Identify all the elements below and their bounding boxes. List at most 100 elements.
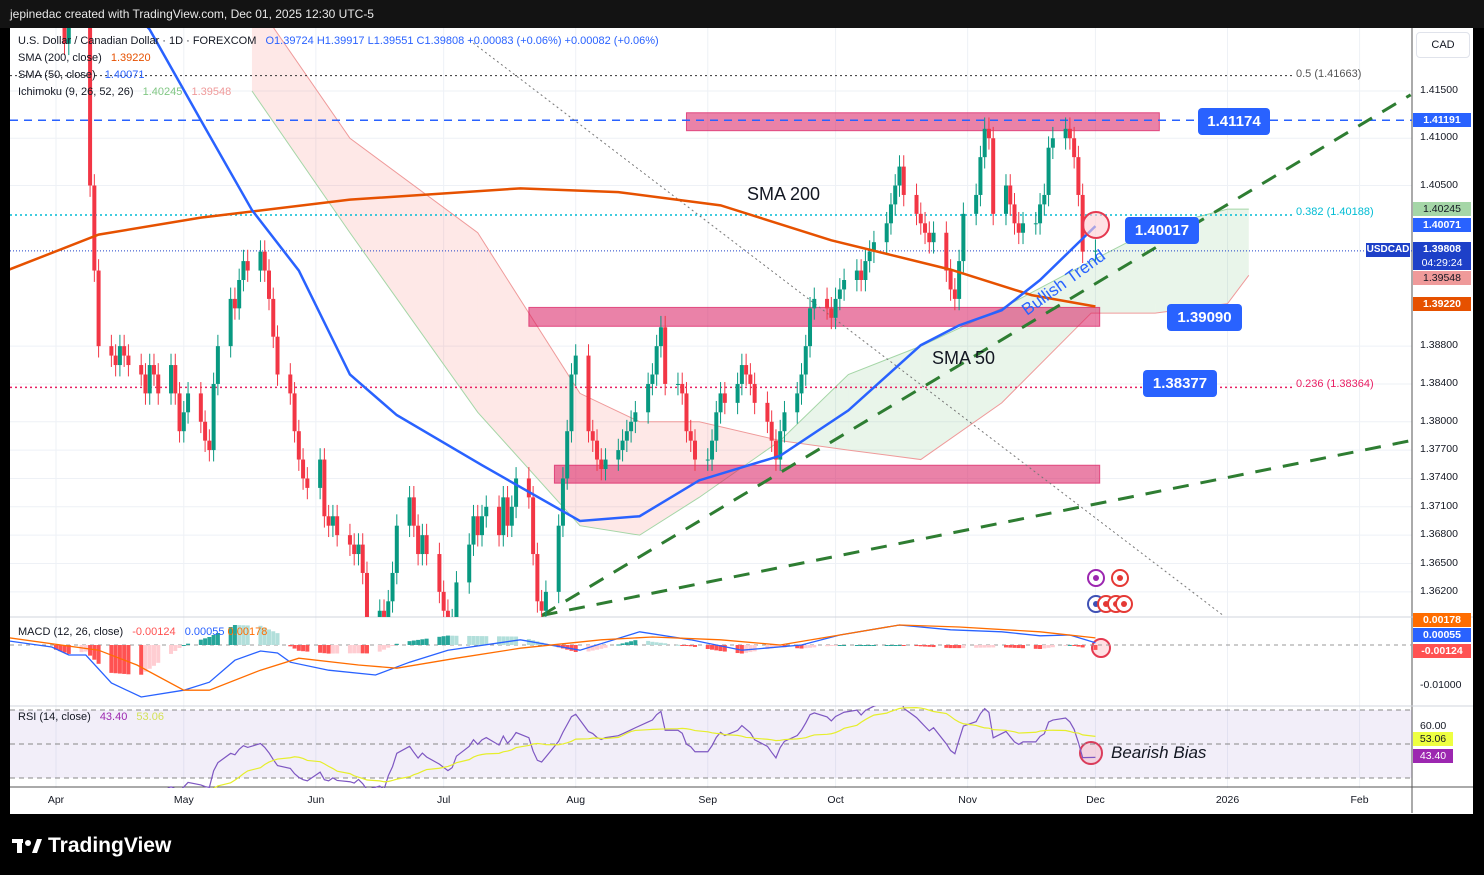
candle-body: [556, 525, 561, 592]
macd-histogram-bar: [799, 645, 804, 649]
candle-body: [173, 365, 178, 394]
candle: [267, 259, 271, 311]
candle: [262, 240, 267, 282]
macd-histogram-bar: [241, 625, 246, 645]
fib-label-0.236: 0.236 (1.38364): [1296, 378, 1374, 390]
candle: [1063, 117, 1068, 150]
level-box-1[interactable]: 1.41174: [1198, 108, 1270, 135]
price-tick: 1.38400: [1420, 376, 1458, 389]
candle-body: [1021, 223, 1026, 233]
candle: [360, 533, 365, 585]
highlight-circle: [1079, 741, 1103, 765]
candle: [978, 145, 983, 207]
candle: [1042, 183, 1047, 216]
candle: [923, 211, 928, 245]
candle: [117, 334, 122, 377]
candle: [390, 561, 395, 613]
candle: [445, 599, 450, 617]
macd-histogram-bar: [501, 636, 506, 645]
credit-bar: jepinedac created with TradingView.com, …: [0, 0, 1484, 28]
last-price: 1.39808: [1423, 243, 1461, 255]
candle: [526, 467, 531, 509]
legend-rsi[interactable]: RSI (14, close) 43.40 53.06: [18, 711, 164, 723]
macd-histogram-bar: [991, 645, 996, 648]
level-box-2[interactable]: 1.40017: [1125, 217, 1199, 244]
candle: [441, 580, 446, 617]
candle-body: [1093, 250, 1098, 252]
lightning-event-icon[interactable]: [1087, 569, 1105, 587]
ichimoku-cloud-segment: [920, 308, 1002, 460]
candle-body: [914, 194, 919, 214]
candle-body: [663, 327, 668, 384]
candle: [927, 221, 932, 254]
candle: [808, 297, 813, 358]
candle: [688, 419, 693, 452]
macd-tick: -0.01000: [1420, 679, 1462, 691]
candle: [84, 0, 88, 17]
macd-histogram-bar: [795, 645, 800, 649]
macd-histogram-bar: [475, 636, 480, 645]
macd-histogram-bar: [420, 639, 425, 645]
legend-ichimoku[interactable]: Ichimoku (9, 26, 52, 26) 1.40245 1.39548: [18, 86, 231, 98]
sma200-line: [10, 187, 1096, 308]
level-box-3[interactable]: 1.39090: [1167, 304, 1242, 331]
candle-body: [454, 582, 459, 617]
candle: [748, 363, 753, 396]
tradingview-logo[interactable]: TradingView: [12, 834, 171, 858]
canada-flag-event-icon[interactable]: [1111, 569, 1129, 587]
axis-label-rsi: 43.40: [1413, 749, 1453, 763]
candle: [974, 183, 979, 226]
candle-body: [475, 516, 480, 536]
macd-pane: [10, 624, 1412, 698]
candle: [658, 315, 663, 358]
candle: [109, 334, 114, 367]
candle-body: [629, 421, 634, 432]
chart-panel[interactable]: [10, 28, 1473, 814]
candle: [893, 174, 898, 216]
candle-body: [718, 393, 723, 413]
candle-body: [803, 346, 808, 375]
candle-body: [322, 459, 327, 517]
candle: [296, 419, 301, 471]
event-dot: [1093, 575, 1099, 581]
candle-body: [705, 459, 710, 461]
candle-body: [382, 610, 387, 617]
macd-histogram-bar: [1003, 645, 1008, 648]
candle: [301, 448, 306, 490]
macd-histogram-bar: [1021, 645, 1026, 649]
macd-histogram-bar: [88, 645, 93, 656]
legend-sma50[interactable]: SMA (50, close) 1.40071: [18, 69, 144, 81]
candle-body: [808, 308, 813, 347]
macd-histogram-bar: [1008, 645, 1013, 648]
legend-sma200[interactable]: SMA (200, close) 1.39220: [18, 52, 151, 64]
candle: [232, 287, 237, 320]
macd-histogram-bar: [680, 645, 685, 646]
macd-histogram-bar: [92, 645, 97, 660]
candle: [957, 249, 962, 311]
tradingview-brand: TradingView: [48, 834, 172, 857]
macd-histogram-bar: [109, 645, 114, 673]
candle-body: [991, 138, 996, 214]
candle-body: [1016, 223, 1021, 233]
candle-body: [237, 280, 242, 309]
candle: [203, 410, 208, 452]
us-flag-event-icon[interactable]: [1115, 595, 1133, 613]
candle: [901, 155, 906, 207]
candle: [1012, 193, 1017, 235]
currency-button[interactable]: CAD: [1416, 32, 1470, 58]
candle: [624, 419, 629, 452]
candle: [897, 155, 902, 197]
candle: [1050, 126, 1055, 160]
candle-body: [714, 412, 719, 441]
candle: [237, 268, 242, 320]
level-box-4[interactable]: 1.38377: [1143, 370, 1217, 397]
macd-histogram-bar: [837, 645, 842, 646]
candle: [1072, 126, 1077, 169]
candle-body: [952, 289, 957, 299]
macd-histogram-bar: [347, 645, 352, 654]
candle-body: [203, 421, 208, 441]
legend-macd[interactable]: MACD (12, 26, close) -0.00124 0.00055 0.…: [18, 626, 267, 638]
candle-body: [901, 166, 906, 195]
candle: [1076, 145, 1081, 207]
